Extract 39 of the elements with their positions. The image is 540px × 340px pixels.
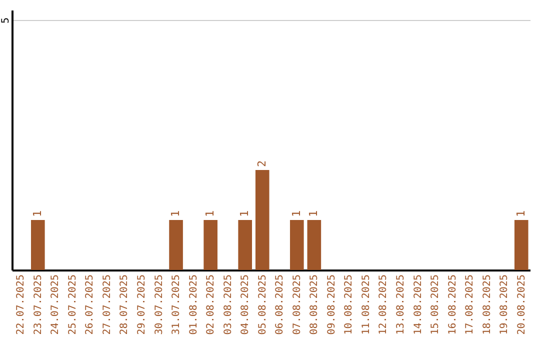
x-tick-label: 22.07.2025 <box>16 274 27 335</box>
x-tick-label: 02.08.2025 <box>206 274 217 335</box>
x-tick-label: 04.08.2025 <box>240 274 252 335</box>
data-label: 1 <box>307 210 320 217</box>
data-label: 1 <box>30 210 44 217</box>
x-tick-label: 27.07.2025 <box>102 274 113 335</box>
data-label: 1 <box>204 210 217 217</box>
x-tick-label: 24.07.2025 <box>50 274 62 335</box>
x-tick-label: 30.07.2025 <box>154 274 165 335</box>
x-tick-label: 17.08.2025 <box>464 274 476 335</box>
x-tick-label: 26.07.2025 <box>84 274 96 335</box>
data-label: 1 <box>238 210 252 217</box>
x-tick-label: 11.08.2025 <box>360 274 372 335</box>
y-tick-label: 5 <box>0 17 12 24</box>
x-tick-label: 23.07.2025 <box>32 274 44 335</box>
data-label: 1 <box>169 210 182 217</box>
x-tick-label: 28.07.2025 <box>119 274 130 335</box>
x-tick-label: 15.08.2025 <box>430 274 442 335</box>
x-tick-label: 16.08.2025 <box>447 274 458 335</box>
x-tick-label: 06.08.2025 <box>274 274 286 335</box>
x-tick-label: 25.07.2025 <box>67 274 78 335</box>
data-label: 1 <box>514 210 528 217</box>
x-tick-label: 08.08.2025 <box>309 274 320 335</box>
x-tick-label: 20.08.2025 <box>516 274 528 335</box>
x-tick-label: 31.07.2025 <box>171 274 182 335</box>
x-tick-label: 29.07.2025 <box>136 274 148 335</box>
x-tick-label: 10.08.2025 <box>344 274 355 335</box>
x-tick-label: 05.08.2025 <box>257 274 268 335</box>
x-tick-label: 07.08.2025 <box>292 274 303 335</box>
x-tick-label: 18.08.2025 <box>482 274 493 335</box>
x-tick-label: 03.08.2025 <box>222 274 234 335</box>
data-label: 1 <box>290 210 303 217</box>
x-tick-label: 09.08.2025 <box>326 274 338 335</box>
x-tick-label: 01.08.2025 <box>188 274 200 335</box>
x-tick-label: 12.08.2025 <box>378 274 390 335</box>
data-label: 2 <box>255 160 268 167</box>
x-tick-label: 14.08.2025 <box>412 274 424 335</box>
x-tick-label: 13.08.2025 <box>396 274 406 335</box>
x-tick-label: 19.08.2025 <box>499 274 510 335</box>
